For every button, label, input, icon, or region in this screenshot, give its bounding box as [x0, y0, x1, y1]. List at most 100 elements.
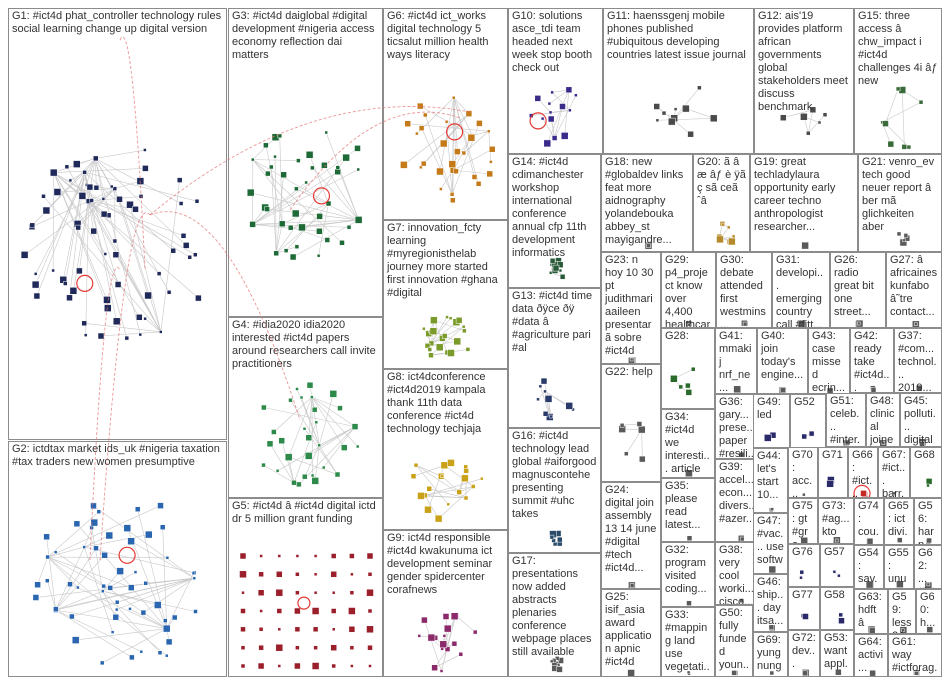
group-label: G59: less 24 [892, 591, 912, 633]
group-g2-nodes [32, 502, 198, 666]
edge [277, 426, 356, 472]
node [73, 160, 81, 168]
group-g6: G6: #ict4d ict_works digital technology … [383, 8, 508, 220]
node [549, 659, 554, 664]
node [240, 645, 246, 650]
node [802, 492, 806, 497]
edge [166, 573, 194, 629]
node [914, 671, 919, 676]
group-g66: G66: #ict... #inn... [848, 447, 878, 498]
group-label: G20: ã â æ âƒ è ÿã ç sã ceã ˆâ [697, 156, 746, 207]
node [423, 112, 428, 118]
node [317, 443, 321, 448]
node [801, 241, 809, 250]
group-label: G26: radio great bit one street... [834, 254, 874, 318]
group-label: G31: developi... emerging country call #… [776, 254, 824, 328]
node [780, 387, 786, 393]
group-g58-nodes [838, 612, 845, 624]
node [686, 535, 693, 541]
edge [55, 548, 97, 611]
node [96, 509, 102, 514]
node [430, 316, 438, 324]
node [551, 135, 558, 141]
node [838, 617, 845, 624]
group-label: G57 [824, 546, 845, 558]
group-label: G47: #vac... use softw... [757, 515, 784, 574]
edge [55, 590, 103, 611]
node [769, 670, 775, 676]
group-g73-nodes [833, 536, 841, 543]
group-label: G14: #ict4d cdimanchester workshop inter… [512, 156, 587, 259]
node [834, 538, 839, 543]
node [436, 167, 444, 176]
node [136, 177, 145, 185]
group-label: G73: #ag... kto [822, 500, 850, 538]
edge [110, 577, 195, 589]
node [801, 433, 807, 440]
group-g48-nodes [879, 439, 887, 446]
node [312, 626, 319, 633]
node [337, 405, 343, 411]
group-g8: G8: ict4dconference #ict4d2019 kampala t… [383, 369, 508, 530]
group-g76-nodes [799, 569, 805, 580]
group-label: G37: #com... technol... 2019... [898, 330, 937, 393]
node [471, 174, 478, 180]
node [799, 575, 803, 580]
edge [311, 396, 358, 447]
node [114, 599, 120, 605]
node [99, 660, 105, 666]
node [76, 267, 83, 275]
group-g70-nodes [802, 492, 806, 497]
node [465, 347, 471, 352]
node [299, 395, 304, 400]
node [349, 645, 355, 650]
group-label: G35: please read latest... [665, 480, 701, 531]
group-g27-nodes [911, 320, 920, 327]
node [547, 115, 555, 123]
group-label: G36: gary... prese... paper #resili... [719, 396, 757, 459]
group-g63: G63: hdft â [854, 589, 888, 634]
edge [55, 609, 142, 652]
node [329, 390, 338, 398]
node [306, 381, 314, 389]
group-g14: G14: #ict4d cdimanchester workshop inter… [508, 154, 601, 288]
node [559, 274, 566, 280]
node [313, 590, 318, 595]
edge [673, 87, 700, 119]
node [277, 664, 282, 668]
group-g64: G64: activi... book... [854, 634, 888, 677]
node [355, 444, 360, 449]
node [413, 462, 419, 468]
node [316, 228, 323, 235]
group-g2: G2: ictdtax market ids_uk #nigeria taxat… [8, 441, 227, 677]
node [806, 130, 811, 136]
node [313, 572, 318, 577]
edge [420, 495, 467, 499]
node [832, 570, 837, 574]
node [636, 421, 643, 427]
node [856, 321, 861, 326]
group-g55-nodes [896, 580, 904, 588]
edge [269, 443, 295, 483]
node [639, 455, 646, 463]
group-g71: G71 [818, 447, 848, 498]
node [443, 624, 452, 633]
node [822, 112, 828, 117]
group-label: G70: acc... right... [792, 449, 813, 498]
node [697, 85, 702, 91]
node [128, 584, 135, 591]
node [450, 612, 459, 620]
group-g25-nodes [627, 669, 635, 676]
group-g55: G55: unu cs... [884, 545, 914, 589]
node [157, 650, 163, 655]
edge [554, 95, 577, 139]
edge [808, 114, 826, 134]
group-g16: G16: #ict4d technology lead global #aifo… [508, 428, 601, 553]
group-g59: G59: less 24 [888, 589, 916, 634]
group-label: G60: h... [920, 591, 936, 629]
edge [83, 546, 113, 633]
group-g71-nodes [826, 476, 835, 488]
edge [24, 188, 115, 256]
node [341, 444, 348, 451]
edge [85, 201, 89, 336]
